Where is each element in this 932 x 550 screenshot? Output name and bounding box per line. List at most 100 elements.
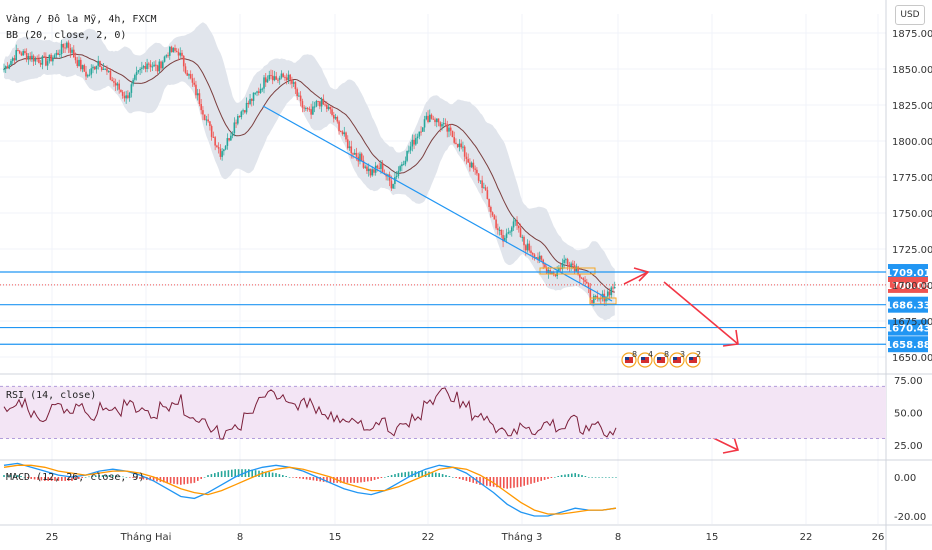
candle-body	[48, 54, 51, 62]
candle-body	[552, 271, 555, 275]
macd-histogram-bar	[50, 477, 53, 481]
level-price-tag: 1658.88	[885, 336, 931, 353]
candle-body	[66, 42, 68, 48]
trendline[interactable]	[262, 105, 617, 305]
candle-body	[568, 264, 571, 267]
candle-body	[41, 56, 44, 65]
candle-body	[289, 74, 291, 80]
arrow-head	[722, 329, 739, 347]
candle-body	[29, 56, 31, 60]
candle-body	[422, 127, 424, 132]
price-axis[interactable]: 1875.00 1850.00 1825.00 1800.00 1775.00 1750.…	[892, 29, 932, 523]
candle-body	[483, 187, 485, 189]
candle-body	[408, 150, 410, 152]
candle-body	[79, 59, 82, 70]
macd-histogram-bar	[71, 477, 73, 481]
flag-icon-us: 2	[685, 350, 701, 368]
horizontal-levels[interactable]: 1709.01 1686.33 1670.43 1658.88 1700.06	[0, 264, 931, 353]
macd-histogram-bar	[343, 477, 345, 483]
candle-body	[99, 60, 101, 68]
candle-body	[486, 190, 489, 199]
candle-body	[104, 68, 107, 70]
candle-body	[76, 60, 79, 67]
candle-body	[380, 163, 382, 169]
candle-body	[191, 78, 194, 83]
candle-body	[397, 170, 400, 176]
macd-histogram-bar	[258, 470, 260, 477]
macd-histogram-bar	[435, 472, 437, 477]
candle-body	[376, 165, 379, 168]
bb-legend[interactable]: BB (20, close, 2, 0)	[6, 30, 126, 41]
candle-body	[95, 65, 98, 70]
rsi-legend[interactable]: RSI (14, close)	[6, 390, 96, 401]
candle-body	[470, 162, 473, 168]
candle-body	[308, 108, 311, 110]
candle-body	[247, 102, 250, 105]
candle-body	[8, 65, 11, 69]
flag-icon-us: 3	[669, 350, 685, 368]
candle-body	[60, 43, 63, 55]
candle-body	[17, 50, 19, 52]
macd-histogram-bar	[251, 469, 253, 477]
candle-body	[196, 93, 199, 96]
macd-histogram-bar	[462, 477, 464, 480]
candle-body	[153, 64, 155, 67]
candle-body	[278, 77, 281, 80]
candle-body	[432, 118, 435, 120]
candle-body	[212, 136, 215, 138]
candle-body	[27, 56, 30, 60]
candle-body	[465, 156, 468, 160]
candle-body	[580, 277, 583, 279]
macd-histogram-bar	[156, 477, 158, 482]
candle-body	[223, 149, 225, 152]
candle-body	[163, 56, 166, 62]
macd-tick-label: -20.00	[894, 512, 926, 523]
candle-body	[558, 267, 560, 271]
macd-histogram-bar	[574, 473, 576, 477]
time-axis[interactable]: 25 Tháng Hai 8 15 22 Tháng 3 8 15 22 26	[46, 531, 885, 543]
macd-histogram-bar	[326, 477, 328, 483]
candle-body	[198, 93, 201, 105]
candle-body	[81, 65, 84, 70]
macd-histogram-bar	[88, 476, 90, 478]
candle-body	[167, 55, 169, 57]
candle-body	[69, 47, 72, 53]
candle-body	[359, 153, 361, 162]
candle-body	[401, 164, 403, 167]
macd-legend[interactable]: MACD (12, 26, close, 9)	[6, 472, 144, 483]
candle-body	[339, 131, 342, 133]
macd-histogram-bar	[254, 470, 257, 477]
candle-body	[596, 295, 599, 299]
candle-body	[203, 114, 206, 120]
macd-histogram-bar	[176, 477, 179, 485]
candle-body	[312, 106, 314, 115]
time-tick-label: 26	[872, 532, 885, 543]
candle-body	[120, 89, 122, 92]
currency-button[interactable]: USD	[895, 5, 925, 25]
macd-histogram-bar	[377, 477, 379, 479]
candle-body	[11, 58, 14, 61]
macd-histogram-bar	[503, 477, 505, 489]
price-tick-label: 1725.00	[892, 245, 932, 256]
candle-body	[540, 255, 543, 260]
rsi-tick-label: 50.00	[894, 408, 923, 419]
candle-body	[261, 88, 264, 90]
macd-histogram-bar	[346, 477, 349, 483]
candle-body	[113, 81, 115, 83]
candle-body	[116, 83, 119, 86]
candle-body	[415, 138, 417, 145]
candle-body	[523, 236, 525, 246]
event-flags[interactable]: 8 4 8 3 2	[621, 350, 701, 368]
macd-histogram-bar	[540, 477, 542, 481]
candle-body	[598, 298, 600, 300]
candle-body	[301, 101, 304, 108]
candle-body	[537, 257, 539, 260]
macd-histogram-bar	[492, 477, 495, 487]
candle-body	[20, 53, 23, 56]
macd-histogram-bar	[486, 477, 488, 486]
macd-histogram-bar	[608, 477, 610, 478]
candle-body	[165, 55, 168, 57]
candle-body	[10, 60, 12, 66]
macd-histogram-bar	[193, 477, 196, 483]
